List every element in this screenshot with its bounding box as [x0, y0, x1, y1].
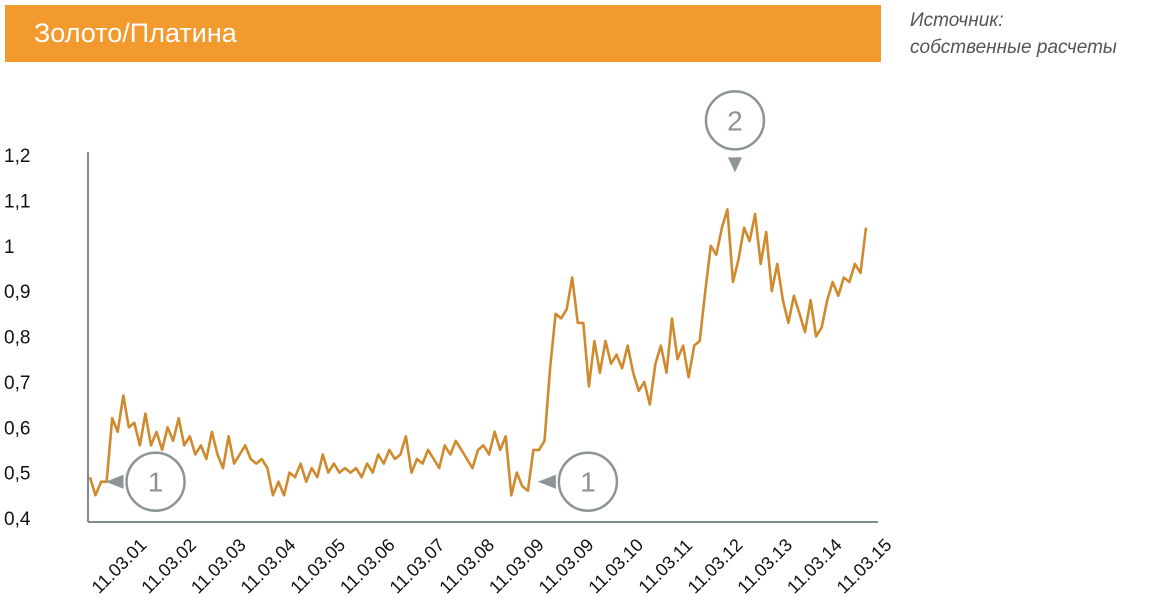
marker-pointer: [727, 157, 742, 173]
marker-pointer: [537, 474, 556, 489]
y-tick-label: 0,7: [4, 373, 30, 394]
y-tick-label: 0,8: [4, 328, 30, 349]
x-tick-label: 11.03.15: [833, 535, 896, 598]
x-tick-label: 11.03.10: [584, 535, 647, 598]
marker-circle: [125, 451, 186, 512]
marker-label: 1: [580, 467, 596, 498]
source-note: Источник: собственные расчеты: [910, 7, 1117, 61]
y-tick-label: 0,4: [4, 509, 31, 530]
y-tick-label: 0,6: [4, 418, 30, 439]
marker-label: 1: [148, 467, 164, 498]
marker-circle: [557, 451, 619, 512]
title-bar: Золото/Платина: [5, 5, 881, 62]
y-tick-label: 1: [4, 237, 15, 258]
y-tick-label: 0,5: [4, 464, 30, 485]
source-label: Источник:: [910, 10, 1004, 31]
marker-circle: [704, 90, 766, 151]
series-line: [88, 208, 868, 497]
marker-label: 2: [727, 105, 743, 136]
marker-pointer: [105, 474, 124, 489]
source-value: собственные расчеты: [910, 37, 1117, 58]
y-tick-label: 0,9: [4, 282, 30, 303]
chart-title: Золото/Платина: [34, 18, 237, 48]
y-tick-label: 1,1: [4, 191, 30, 212]
y-tick-label: 1,2: [4, 146, 30, 167]
